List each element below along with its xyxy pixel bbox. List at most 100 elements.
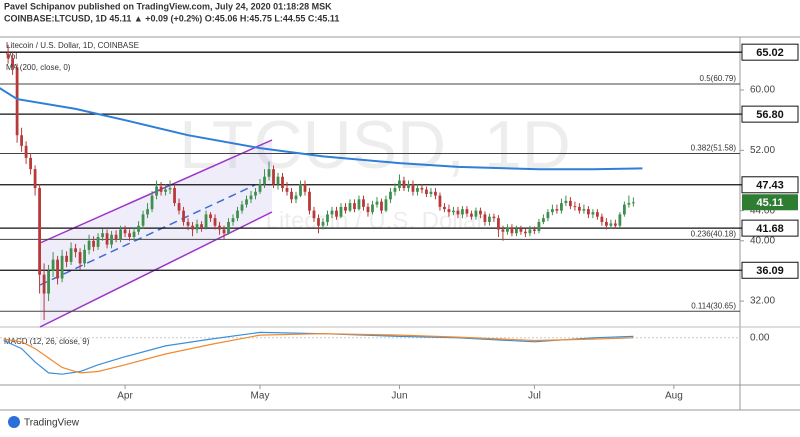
candle-body xyxy=(497,218,500,230)
candle-body xyxy=(362,199,365,207)
candle-body xyxy=(164,189,167,192)
candle-body xyxy=(74,248,77,253)
candle-body xyxy=(182,210,185,222)
candle-body xyxy=(519,228,523,232)
candle-body xyxy=(569,200,572,207)
candle-body xyxy=(119,229,122,240)
candle-body xyxy=(447,209,451,213)
candle-body xyxy=(353,203,356,210)
candle-body xyxy=(375,201,379,205)
candle-body xyxy=(303,184,307,192)
candle-body xyxy=(393,188,397,192)
candle-body xyxy=(101,233,104,238)
candle-body xyxy=(483,214,487,222)
macd-line xyxy=(3,331,634,375)
candle-body xyxy=(555,209,559,211)
candle-body xyxy=(443,206,446,210)
candle-body xyxy=(609,223,613,226)
candle-body xyxy=(479,210,482,215)
candle-body xyxy=(267,169,271,177)
candle-body xyxy=(150,195,154,210)
candle-body xyxy=(236,210,239,219)
fib-label: 0.114(30.65) xyxy=(691,301,736,310)
candle-body xyxy=(227,221,230,234)
candle-body xyxy=(249,195,253,200)
candle-body xyxy=(465,209,469,214)
macd-tick-label: 0.00 xyxy=(750,332,770,343)
candle-body xyxy=(582,209,586,211)
candle-body xyxy=(425,189,428,195)
volume-label: Vol xyxy=(6,52,17,61)
candle-body xyxy=(222,229,226,234)
ma-line xyxy=(0,87,643,171)
candle-body xyxy=(105,233,109,245)
candle-body xyxy=(141,214,145,226)
channel-median xyxy=(39,184,256,286)
candle-body xyxy=(321,221,325,226)
candle-body xyxy=(308,191,311,211)
candle-body xyxy=(348,203,352,211)
candle-body xyxy=(537,221,541,231)
candle-body xyxy=(114,234,118,240)
y-tick-label: 60.00 xyxy=(750,85,775,96)
candle-body xyxy=(272,169,275,185)
candle-body xyxy=(276,176,280,185)
candle-body xyxy=(524,231,527,234)
candle-body xyxy=(330,210,334,215)
candle-body xyxy=(438,195,442,207)
x-tick-label: Aug xyxy=(665,391,683,402)
candle-body xyxy=(42,274,46,294)
candle-body xyxy=(240,204,244,211)
candle-body xyxy=(281,176,284,189)
candle-body xyxy=(96,237,100,247)
candle-body xyxy=(128,233,131,238)
candle-body xyxy=(596,212,599,217)
candle-body xyxy=(299,184,302,196)
candle-body xyxy=(231,218,235,222)
x-tick-label: Jul xyxy=(528,391,541,402)
candle-body xyxy=(312,210,316,219)
candle-body xyxy=(560,203,563,211)
ma-label: MA (200, close, 0) xyxy=(6,63,71,72)
candle-body xyxy=(6,53,10,59)
candle-body xyxy=(191,225,194,230)
macd-label: MACD (12, 26, close, 9) xyxy=(4,337,90,346)
candle-body xyxy=(92,240,95,247)
candle-body xyxy=(47,270,50,294)
x-tick-label: May xyxy=(251,391,270,402)
candle-body xyxy=(132,231,136,238)
candle-body xyxy=(258,184,262,192)
candle-body xyxy=(357,199,361,210)
candle-body xyxy=(551,209,554,213)
candle-body xyxy=(317,218,320,226)
candle-body xyxy=(613,223,617,226)
candle-body xyxy=(186,221,190,226)
candle-body xyxy=(87,240,91,250)
candle-body xyxy=(209,214,212,219)
y-tick-label: 40.00 xyxy=(750,235,775,246)
candle-body xyxy=(591,212,595,215)
footer-brand: TradingView xyxy=(24,418,80,429)
candle-body xyxy=(285,188,289,192)
candle-body xyxy=(326,214,329,222)
candle-body xyxy=(389,191,392,200)
level-box xyxy=(741,261,799,279)
level-label: 36.09 xyxy=(756,265,784,277)
candle-body xyxy=(335,210,338,217)
chart-title: Litecoin / U.S. Dollar, 1D, COINBASE xyxy=(6,41,139,50)
candle-body xyxy=(627,202,631,205)
candle-body xyxy=(411,184,415,192)
candle-body xyxy=(600,216,604,222)
level-label: 41.68 xyxy=(756,223,784,235)
candle-body xyxy=(631,202,635,204)
candle-body xyxy=(501,229,505,232)
candle-body xyxy=(456,210,460,215)
x-tick-label: Jun xyxy=(391,391,407,402)
level-box xyxy=(741,43,799,61)
candle-body xyxy=(420,188,424,190)
candle-body xyxy=(159,186,163,192)
logo-icon xyxy=(8,416,20,428)
macd-line xyxy=(3,333,634,374)
candle-body xyxy=(60,255,64,279)
